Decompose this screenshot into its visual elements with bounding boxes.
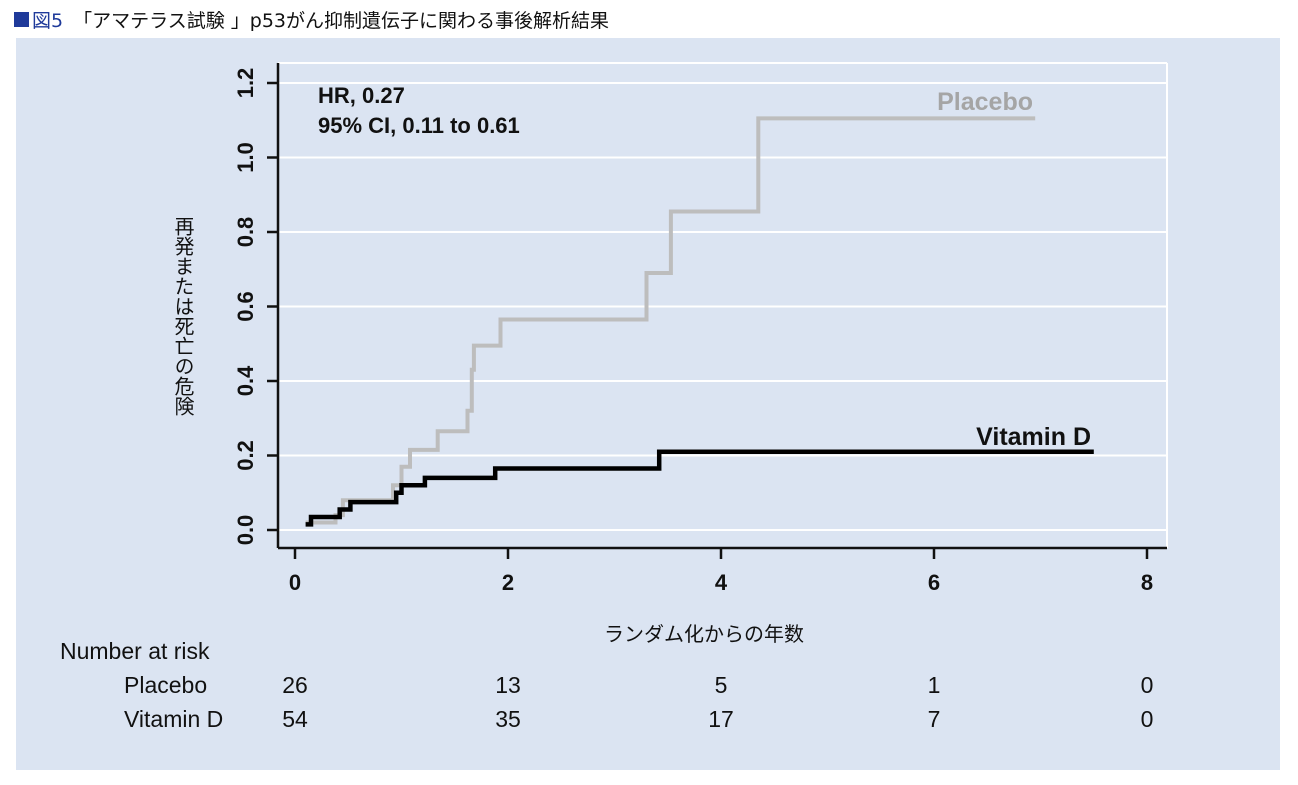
- figure-title: 「アマテラス試験 」p53がん抑制遺伝子に関わる事後解析結果: [73, 9, 609, 32]
- grid-lines: [278, 62, 1168, 548]
- ci-annotation: 95% CI, 0.11 to 0.61: [318, 113, 520, 138]
- y-tick-label-1.0: 1.0: [233, 142, 258, 173]
- y-tick-label-0.2: 0.2: [233, 440, 258, 471]
- y-axis-label: 再発または死亡の危険: [171, 216, 195, 416]
- risk-value-vitamin-d-0: 54: [282, 706, 308, 732]
- y-tick-label-0.8: 0.8: [233, 217, 258, 248]
- risk-value-placebo-3: 1: [928, 672, 941, 698]
- series-lines: [305, 116, 1094, 527]
- y-tick-label-0.6: 0.6: [233, 291, 258, 322]
- hr-annotation: HR, 0.27: [318, 83, 405, 108]
- risk-value-placebo-2: 5: [715, 672, 728, 698]
- y-tick-label-0.0: 0.0: [233, 515, 258, 546]
- series-line-placebo: [305, 116, 1036, 525]
- risk-row-label-placebo: Placebo: [124, 672, 207, 698]
- risk-value-vitamin-d-4: 0: [1141, 706, 1154, 732]
- figure-number: 図5: [32, 9, 64, 32]
- y-tick-label-0.4: 0.4: [233, 365, 258, 396]
- figure-header: 図5 「アマテラス試験 」p53がん抑制遺伝子に関わる事後解析結果: [14, 6, 609, 32]
- series-label-placebo: Placebo: [937, 88, 1033, 116]
- risk-value-placebo-0: 26: [282, 672, 308, 698]
- x-ticks: 0 2 4 6 8: [289, 548, 1153, 595]
- x-axis-label: ランダム化からの年数: [604, 622, 804, 646]
- series-line-vitamin-d: [305, 449, 1094, 527]
- risk-value-vitamin-d-1: 35: [495, 706, 521, 732]
- x-tick-label-8: 8: [1141, 570, 1153, 595]
- figure-panel: [16, 38, 1280, 770]
- x-tick-label-0: 0: [289, 570, 301, 595]
- x-tick-label-6: 6: [928, 570, 940, 595]
- x-tick-label-4: 4: [715, 570, 728, 595]
- y-ticks: 0.0 0.2 0.4 0.6 0.8 1.0 1.2: [233, 68, 278, 546]
- risk-values: 26 13 5 1 0 54 35 17 7 0: [282, 672, 1153, 732]
- y-tick-label-1.2: 1.2: [233, 68, 258, 99]
- risk-table-header: Number at risk: [60, 638, 210, 664]
- risk-value-vitamin-d-2: 17: [708, 706, 734, 732]
- risk-value-placebo-4: 0: [1141, 672, 1154, 698]
- risk-row-label-vitamin-d: Vitamin D: [124, 706, 223, 732]
- risk-value-vitamin-d-3: 7: [928, 706, 941, 732]
- risk-value-placebo-1: 13: [495, 672, 521, 698]
- square-marker-icon: [14, 11, 29, 27]
- series-label-vitamin-d: Vitamin D: [976, 423, 1091, 451]
- x-tick-label-2: 2: [502, 570, 514, 595]
